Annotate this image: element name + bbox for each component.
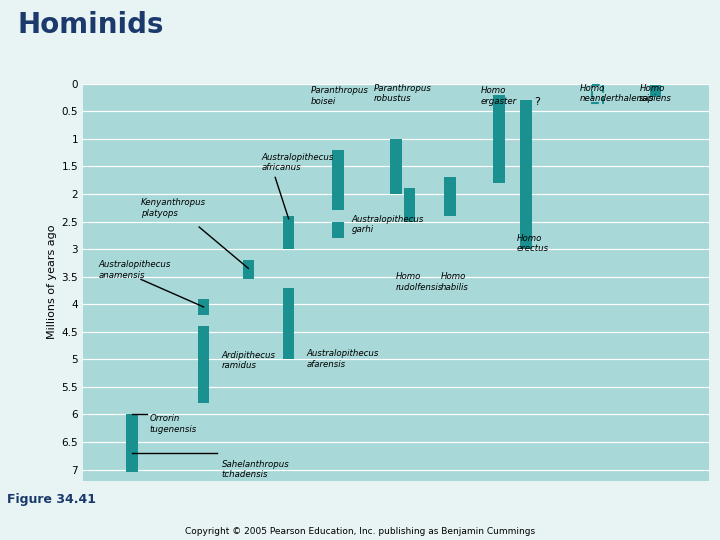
Bar [390,139,402,194]
Text: Australopithecus
afarensis: Australopithecus afarensis [307,349,379,369]
Y-axis label: Millions of years ago: Millions of years ago [47,225,57,340]
Text: Copyright © 2005 Pearson Education, Inc. publishing as Benjamin Cummings: Copyright © 2005 Pearson Education, Inc.… [185,526,535,536]
Bar [444,178,456,216]
Text: Australopithecus
anamensis: Australopithecus anamensis [99,260,171,280]
Text: Australopithecus
africanus: Australopithecus africanus [262,153,334,172]
Text: Hominids: Hominids [18,10,164,38]
Text: Orrorin
tugenensis: Orrorin tugenensis [150,415,197,434]
Bar [520,100,531,249]
Text: Kenyanthropus
platyops: Kenyanthropus platyops [141,198,206,218]
Bar [592,85,603,103]
Bar [126,442,138,472]
Text: Sahelanthropus
tchadensis: Sahelanthropus tchadensis [222,460,289,479]
Bar [493,94,505,183]
Text: Homo
sapiens: Homo sapiens [639,84,672,103]
Bar [198,299,210,315]
Bar [332,221,343,238]
Text: Homo
rudolfensis: Homo rudolfensis [396,272,444,292]
Text: Figure 34.41: Figure 34.41 [7,493,96,506]
Text: ?: ? [535,98,541,107]
Text: Homo
habilis: Homo habilis [441,272,469,292]
Text: Paranthropus
boisei: Paranthropus boisei [311,86,369,106]
Text: Homo
erectus: Homo erectus [517,234,549,253]
Bar [283,288,294,359]
Bar [283,216,294,249]
Bar [404,188,415,221]
Bar [649,85,662,98]
Text: Homo
ergaster: Homo ergaster [481,86,517,106]
Bar [198,326,210,403]
Bar [126,415,138,472]
Text: Paranthropus
robustus: Paranthropus robustus [374,84,431,103]
Bar [332,150,343,211]
Text: Australopithecus
garhi: Australopithecus garhi [351,215,423,234]
Text: Homo
neanderthalensis: Homo neanderthalensis [580,84,654,103]
Bar [243,260,254,279]
Text: Ardipithecus
ramidus: Ardipithecus ramidus [222,351,276,370]
